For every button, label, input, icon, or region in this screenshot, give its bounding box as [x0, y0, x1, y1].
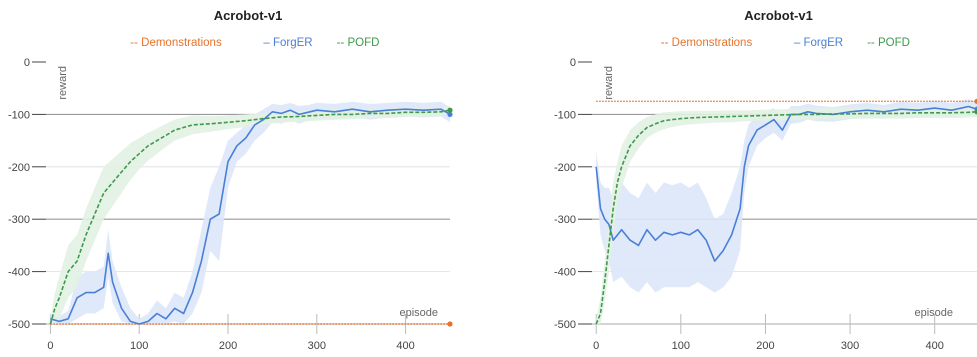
y-tick-label: -200	[8, 162, 30, 174]
legend-label: Demonstrations	[672, 37, 753, 49]
series-end-point-demonstrations	[974, 98, 977, 104]
legend-entry-pofd: -- POFD	[867, 37, 910, 49]
y-tick-label: 0	[24, 57, 30, 69]
legend-marker: –	[263, 37, 273, 49]
y-tick-label: -200	[554, 162, 576, 174]
legend-marker: --	[130, 37, 141, 49]
y-tick-label: -100	[554, 109, 576, 121]
legend-entry-pofd: -- POFD	[337, 37, 380, 49]
chart-panel-1: 0 -100 -200 -300 -400 -500 0 100 200 300 400 Acrobo…	[8, 8, 453, 352]
y-axis-label: reward	[603, 66, 615, 100]
series-end-point-forger	[447, 111, 453, 117]
legend-label: ForgER	[273, 37, 313, 49]
x-tick-label: 100	[130, 340, 148, 352]
series-line-pofd	[595, 111, 977, 325]
series-end-point-demonstrations	[447, 321, 453, 327]
y-tick-label: -400	[554, 267, 576, 279]
chart-title: Acrobot-v1	[744, 8, 813, 23]
chart-panel-2: 0 -100 -200 -300 -400 -500 0 100 200 300 400 Acrobo…	[554, 8, 977, 352]
plot-area	[595, 99, 977, 325]
legend-label: ForgER	[803, 37, 843, 49]
series-line-forger	[50, 108, 450, 325]
series-band-pofd	[596, 106, 977, 324]
legend-marker: --	[867, 37, 878, 49]
x-tick-label: 100	[672, 340, 690, 352]
legend-marker: --	[337, 37, 348, 49]
legend-marker: –	[794, 37, 804, 49]
x-tick-label: 300	[841, 340, 859, 352]
legend-label: POFD	[878, 37, 910, 49]
y-tick-label: -300	[8, 214, 30, 226]
x-tick-label: 0	[47, 340, 53, 352]
legend-entry-forger: – ForgER	[794, 37, 843, 49]
legend-marker: --	[661, 37, 672, 49]
series-band-forger	[50, 101, 450, 324]
series-end-point-pofd	[974, 109, 977, 115]
x-tick-label: 0	[593, 340, 599, 352]
x-axis-label: episode	[914, 307, 953, 319]
x-tick-label: 200	[756, 340, 774, 352]
x-tick-label: 200	[219, 340, 237, 352]
series-line-forger	[595, 105, 977, 262]
series-band-forger	[596, 99, 977, 293]
x-tick-label: 300	[308, 340, 326, 352]
legend-entry-forger: – ForgER	[263, 37, 312, 49]
series-end-point-pofd	[447, 107, 453, 113]
x-tick-label: 400	[926, 340, 944, 352]
legend-label: Demonstrations	[141, 37, 222, 49]
x-tick-label: 400	[396, 340, 414, 352]
y-tick-label: -500	[554, 319, 576, 331]
y-axis-label: reward	[57, 66, 69, 100]
x-axis-label: episode	[399, 307, 438, 319]
y-tick-label: 0	[570, 57, 576, 69]
y-tick-label: -500	[8, 319, 30, 331]
legend-entry-demonstrations: -- Demonstrations	[130, 37, 222, 49]
y-tick-label: -100	[8, 109, 30, 121]
chart-title: Acrobot-v1	[214, 8, 283, 23]
y-tick-label: -400	[8, 267, 30, 279]
legend-entry-demonstrations: -- Demonstrations	[661, 37, 753, 49]
plot-area	[49, 101, 450, 325]
legend-label: POFD	[347, 37, 379, 49]
y-tick-label: -300	[554, 214, 576, 226]
series-line-pofd	[49, 109, 450, 325]
